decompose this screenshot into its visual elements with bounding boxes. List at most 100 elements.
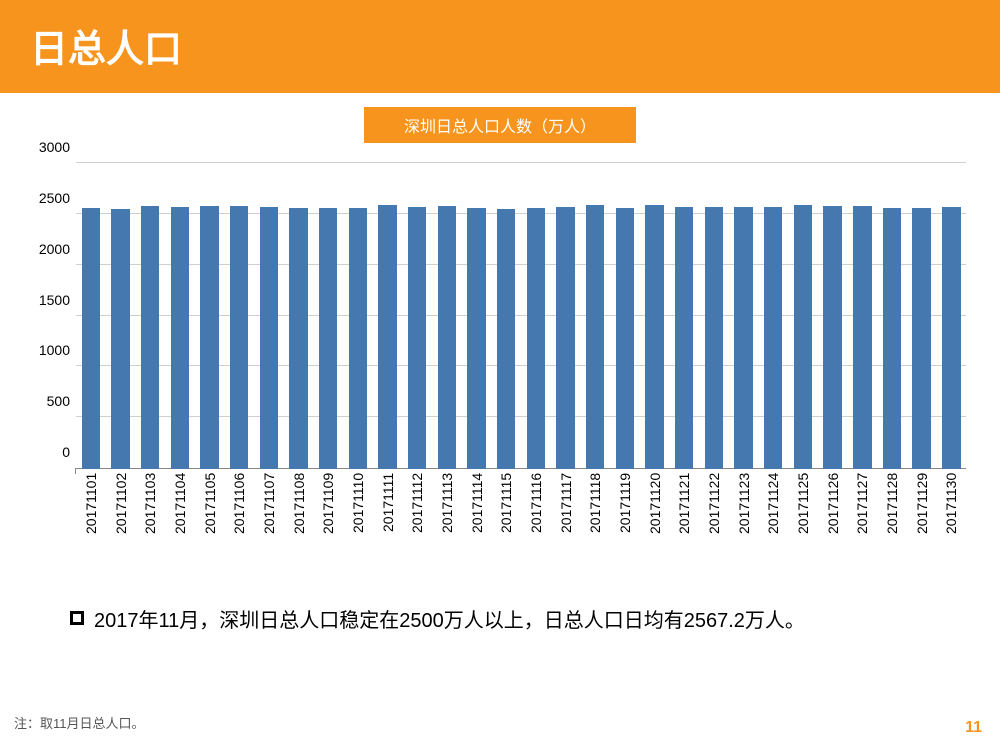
chart-bar — [260, 207, 278, 469]
chart-x-tick-label: 20171121 — [677, 473, 691, 573]
chart-bar — [586, 205, 604, 469]
chart-bar — [675, 207, 693, 469]
chart-bar-slot — [936, 163, 966, 469]
chart-bar — [378, 205, 396, 469]
chart-bar-slot — [432, 163, 462, 469]
chart-x-tick-slot: 20171127 — [847, 473, 877, 573]
chart-bar — [705, 207, 723, 469]
chart-x-tick-label: 20171115 — [499, 473, 513, 573]
chart-x-tick-label: 20171107 — [262, 473, 276, 573]
chart-x-tick-label: 20171106 — [232, 473, 246, 573]
chart-bar — [853, 206, 871, 469]
chart-bar-slot — [195, 163, 225, 469]
chart-bar-slot — [106, 163, 136, 469]
chart-x-tick-label: 20171114 — [470, 473, 484, 573]
chart-y-tick-label: 2500 — [20, 190, 70, 206]
chart-bar-slot — [788, 163, 818, 469]
chart-bar-slot — [135, 163, 165, 469]
chart-x-tick-slot: 20171126 — [818, 473, 848, 573]
footnote: 注：取11月日总人口。 — [14, 713, 145, 733]
chart-x-tick-label: 20171117 — [559, 473, 573, 573]
chart-x-tick-slot: 20171110 — [343, 473, 373, 573]
chart-bar-slot — [758, 163, 788, 469]
bullet-square-icon — [70, 611, 84, 625]
chart-x-tick-label: 20171112 — [410, 473, 424, 573]
chart-bar-slot — [847, 163, 877, 469]
chart-x-tick-slot: 20171115 — [491, 473, 521, 573]
chart-bar — [645, 205, 663, 469]
chart-x-tick-label: 20171110 — [351, 473, 365, 573]
chart-x-tick-slot: 20171119 — [610, 473, 640, 573]
chart-x-tick-slot: 20171121 — [669, 473, 699, 573]
chart-bar-slot — [877, 163, 907, 469]
chart-bar-slot — [284, 163, 314, 469]
page-number: 11 — [965, 719, 982, 737]
chart-x-tick-label: 20171103 — [143, 473, 157, 573]
chart-x-labels: 20171101 20171102 20171103 20171104 20171105… — [76, 473, 966, 573]
chart-bar — [467, 208, 485, 469]
chart-x-tick-label: 20171122 — [707, 473, 721, 573]
slide-title: 日总人口 — [30, 29, 182, 71]
chart-bar-slot — [551, 163, 581, 469]
chart-bar — [349, 208, 367, 469]
chart-x-tick-label: 20171108 — [292, 473, 306, 573]
chart-subtitle-box: 深圳日总人口人数（万人） — [364, 107, 636, 143]
chart-x-tick-slot: 20171109 — [313, 473, 343, 573]
chart-bar-slot — [580, 163, 610, 469]
chart-bar — [408, 207, 426, 469]
chart-bar-slot — [402, 163, 432, 469]
chart-x-tick-slot: 20171117 — [551, 473, 581, 573]
chart-bar-slot — [462, 163, 492, 469]
chart-bar — [912, 208, 930, 469]
chart-x-tick-slot: 20171112 — [402, 473, 432, 573]
chart-x-tick-slot: 20171102 — [106, 473, 136, 573]
chart-bar — [497, 209, 515, 469]
chart-bar-slot — [521, 163, 551, 469]
chart-x-tick-slot: 20171122 — [699, 473, 729, 573]
chart-x-tick-slot: 20171118 — [580, 473, 610, 573]
chart-bar — [171, 207, 189, 469]
chart-bar-slot — [610, 163, 640, 469]
chart-x-tick-label: 20171125 — [796, 473, 810, 573]
chart-x-tick-label: 20171126 — [826, 473, 840, 573]
chart-y-tick-label: 0 — [20, 444, 70, 460]
chart-x-tick-label: 20171123 — [737, 473, 751, 573]
chart-x-tick-slot: 20171111 — [373, 473, 403, 573]
chart-bar-slot — [76, 163, 106, 469]
chart-x-tick-label: 20171113 — [440, 473, 454, 573]
chart-x-tick-slot: 20171128 — [877, 473, 907, 573]
chart-bar — [616, 208, 634, 469]
chart-x-tick-label: 20171111 — [381, 473, 395, 573]
chart-x-tick-slot: 20171103 — [135, 473, 165, 573]
chart-y-tick-label: 1000 — [20, 342, 70, 358]
chart-x-tick-slot: 20171116 — [521, 473, 551, 573]
chart-x-tick-label: 20171101 — [84, 473, 98, 573]
chart-y-tick-label: 3000 — [20, 139, 70, 155]
chart-x-tick-label: 20171128 — [885, 473, 899, 573]
chart-x-tick-label: 20171105 — [203, 473, 217, 573]
chart-bar-slot — [699, 163, 729, 469]
chart-y-tick-label: 500 — [20, 393, 70, 409]
chart-bar — [230, 206, 248, 469]
chart-x-tick-slot: 20171107 — [254, 473, 284, 573]
chart-x-tick-slot: 20171123 — [729, 473, 759, 573]
chart-bar-slot — [491, 163, 521, 469]
chart-bar — [794, 205, 812, 469]
chart-bar — [823, 206, 841, 469]
slide-title-band: 日总人口 — [0, 0, 1000, 93]
chart-bars-layer — [76, 163, 966, 469]
footnote-text: 注：取11月日总人口。 — [14, 716, 145, 731]
chart-x-tick-label: 20171124 — [766, 473, 780, 573]
chart-subtitle-text: 深圳日总人口人数（万人） — [404, 119, 596, 136]
chart-bar — [764, 207, 782, 469]
chart-bar-slot — [224, 163, 254, 469]
chart-x-tick-label: 20171120 — [648, 473, 662, 573]
chart-x-tick-label: 20171130 — [944, 473, 958, 573]
chart-bar-slot — [818, 163, 848, 469]
page-number-text: 11 — [965, 719, 982, 736]
chart-bar-slot — [729, 163, 759, 469]
chart-x-tick-slot: 20171129 — [907, 473, 937, 573]
chart-x-tick-label: 20171104 — [173, 473, 187, 573]
chart-bar-slot — [343, 163, 373, 469]
chart-bar — [556, 207, 574, 469]
